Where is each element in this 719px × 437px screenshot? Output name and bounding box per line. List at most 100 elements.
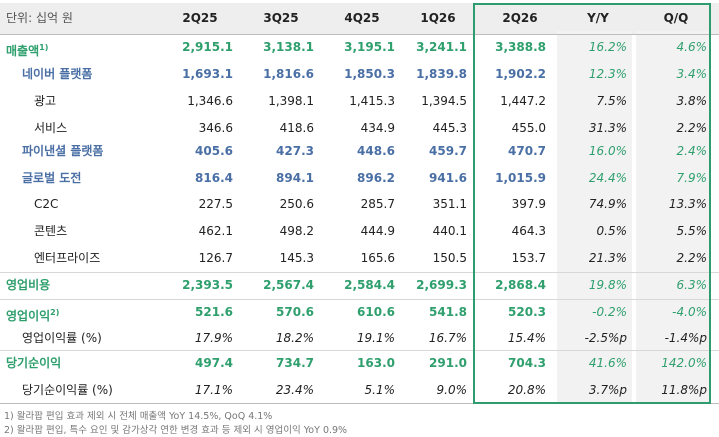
divider-op (0, 299, 719, 300)
value-cell: 2,584.4 (344, 278, 395, 292)
row-label-text: 영업이익률 (%) (22, 331, 102, 345)
value-cell: -1.4%p (664, 331, 707, 345)
value-cell: 894.1 (276, 171, 314, 185)
table-row: 영업이익2) 521.6 570.6 610.6 541.8 520.3 -0.2% -4.0… (0, 299, 719, 326)
value-cell: 440.1 (432, 224, 467, 238)
value-cell: 13.3% (668, 197, 707, 211)
row-label-text: 매출액 (6, 44, 40, 58)
value-cell: 291.0 (429, 356, 467, 370)
value-cell: 498.2 (279, 224, 314, 238)
value-cell: 2,393.5 (182, 278, 233, 292)
row-label-text: 글로벌 도전 (22, 171, 82, 185)
row-label-text: 광고 (34, 94, 57, 108)
value-cell: 521.6 (195, 305, 233, 319)
col-header-3q25: 3Q25 (263, 11, 299, 25)
table-header: 단위: 십억 원 2Q25 3Q25 4Q25 1Q26 2Q26 Y/Y Q/… (0, 3, 719, 34)
col-header-qq: Q/Q (663, 11, 689, 25)
table-row: 서비스 346.6 418.6 434.9 445.3 455.0 31.3% 2.2% (0, 115, 719, 142)
divider-opex (0, 272, 719, 273)
value-cell: 11.8%p (661, 383, 707, 397)
table-row: 영업이익률 (%) 17.9% 18.2% 19.1% 16.7% 15.4% -2.5%p… (0, 325, 719, 352)
value-cell: 397.9 (511, 197, 546, 211)
value-cell: 6.3% (676, 278, 708, 292)
row-label: 영업비용 (6, 272, 50, 299)
value-cell: 3.7%p (588, 383, 627, 397)
value-cell: 2,915.1 (182, 40, 233, 54)
col-header-4q25: 4Q25 (344, 11, 380, 25)
value-cell: 1,902.2 (495, 67, 546, 81)
value-cell: 150.5 (432, 251, 467, 265)
value-cell: 9.0% (436, 383, 468, 397)
value-cell: 15.4% (507, 331, 546, 345)
value-cell: 145.3 (279, 251, 314, 265)
value-cell: 285.7 (360, 197, 395, 211)
value-cell: 2,868.4 (495, 278, 546, 292)
table-row: 영업비용 2,393.5 2,567.4 2,584.4 2,699.3 2,868.4 1… (0, 272, 719, 299)
value-cell: 497.4 (195, 356, 233, 370)
value-cell: 1,816.6 (263, 67, 314, 81)
value-cell: 142.0% (661, 356, 707, 370)
table-row: 당기순이익률 (%) 17.1% 23.4% 5.1% 9.0% 20.8% 3.7%p 11… (0, 377, 719, 404)
value-cell: 23.4% (275, 383, 314, 397)
yy-column-shade (557, 31, 632, 404)
value-cell: 31.3% (588, 121, 627, 135)
value-cell: 24.4% (588, 171, 627, 185)
value-cell: 610.6 (357, 305, 395, 319)
value-cell: 418.6 (279, 121, 314, 135)
value-cell: 2,699.3 (416, 278, 467, 292)
table-row: 글로벌 도전 816.4 894.1 896.2 941.6 1,015.9 24.4% 7.… (0, 165, 719, 192)
value-cell: 1,398.1 (268, 94, 314, 108)
row-label: C2C (34, 191, 58, 218)
row-label-text: 영업이익 (6, 309, 51, 323)
row-label: 네이버 플랫폼 (22, 61, 92, 88)
value-cell: 570.6 (276, 305, 314, 319)
value-cell: 1,394.5 (421, 94, 467, 108)
table-row: 매출액1) 2,915.1 3,138.1 3,195.1 3,241.1 3,388.8… (0, 34, 719, 61)
qq-column-shade (636, 31, 709, 404)
value-cell: 2.2% (676, 251, 708, 265)
value-cell: 459.7 (429, 144, 467, 158)
highlight-frame-2q26 (473, 3, 711, 404)
value-cell: -0.2% (592, 305, 627, 319)
col-header-1q26: 1Q26 (420, 11, 456, 25)
row-label-text: 콘텐츠 (34, 224, 68, 238)
row-label: 서비스 (34, 115, 67, 142)
table-row: 광고 1,346.6 1,398.1 1,415.3 1,394.5 1,447.2 7.5… (0, 88, 719, 115)
row-label: 광고 (34, 88, 56, 115)
value-cell: 1,850.3 (344, 67, 395, 81)
value-cell: 17.9% (194, 331, 233, 345)
value-cell: 12.3% (588, 67, 627, 81)
row-label: 엔터프라이즈 (34, 245, 100, 272)
value-cell: 405.6 (195, 144, 233, 158)
footnote-2: 2) 왈라팝 편입, 특수 요인 및 감가상각 연한 변경 효과 등 제외 시 … (4, 425, 348, 436)
value-cell: 7.5% (596, 94, 628, 108)
row-label: 당기순이익률 (%) (22, 377, 113, 404)
col-header-2q26: 2Q26 (502, 11, 538, 25)
value-cell: 1,447.2 (500, 94, 546, 108)
value-cell: 3.4% (676, 67, 708, 81)
value-cell: 434.9 (360, 121, 395, 135)
value-cell: 227.5 (198, 197, 233, 211)
value-cell: -4.0% (672, 305, 707, 319)
value-cell: 455.0 (511, 121, 546, 135)
value-cell: 941.6 (429, 171, 467, 185)
value-cell: 444.9 (360, 224, 395, 238)
value-cell: 165.6 (360, 251, 395, 265)
row-label-text: 네이버 플랫폼 (22, 67, 93, 81)
col-header-2q25: 2Q25 (182, 11, 218, 25)
table-row: 파이낸셜 플랫폼 405.6 427.3 448.6 459.7 470.7 16.0% 2.… (0, 138, 719, 165)
value-cell: 2.2% (676, 121, 708, 135)
value-cell: 541.8 (429, 305, 467, 319)
value-cell: 1,693.1 (182, 67, 233, 81)
value-cell: 19.1% (356, 331, 395, 345)
value-cell: 3,195.1 (344, 40, 395, 54)
value-cell: 3,241.1 (416, 40, 467, 54)
unit-label: 단위: 십억 원 (6, 11, 73, 25)
col-header-yy: Y/Y (587, 11, 609, 25)
row-label: 영업이익2) (6, 299, 59, 326)
row-label-text: 당기순이익 (6, 356, 62, 370)
value-cell: 3.8% (676, 94, 708, 108)
value-cell: 7.9% (676, 171, 708, 185)
table-bottom-border (0, 403, 719, 404)
row-label: 파이낸셜 플랫폼 (22, 138, 103, 165)
